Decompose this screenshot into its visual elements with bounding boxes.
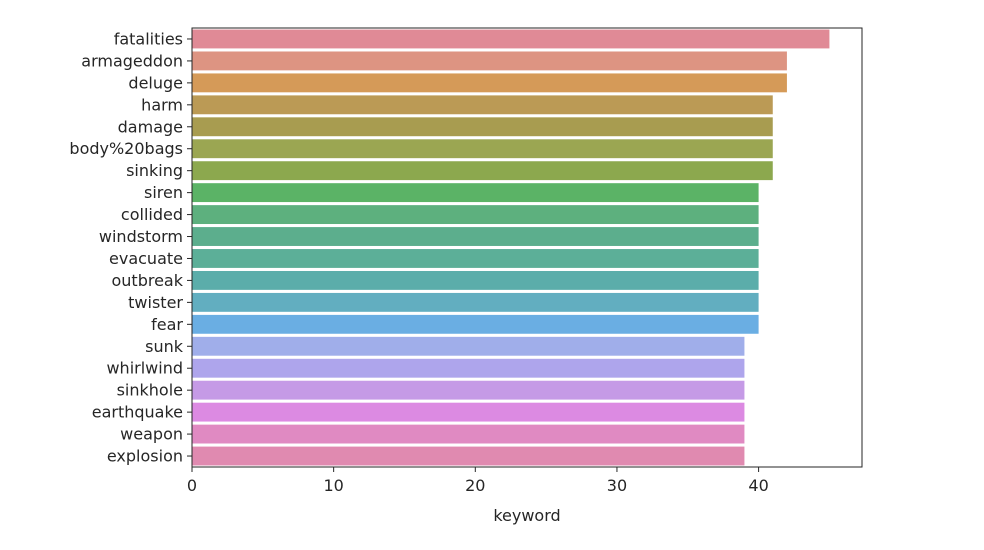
- plot-frame: [191, 27, 863, 468]
- bar-evacuate: [192, 249, 759, 268]
- bar-weapon: [192, 424, 745, 444]
- bar-twister: [192, 292, 759, 312]
- y-tick-label: sinking: [126, 161, 183, 180]
- bar-sinkhole: [192, 380, 745, 400]
- bar-deluge: [192, 73, 787, 93]
- x-axis-label: keyword: [493, 506, 560, 525]
- y-tick-label: windstorm: [99, 227, 183, 246]
- y-tick-label: sunk: [145, 337, 184, 356]
- bar-damage: [192, 117, 773, 137]
- y-tick-label: fatalities: [114, 29, 183, 48]
- bars-group: [192, 29, 830, 466]
- bar-fatalities: [192, 29, 830, 49]
- bar-explosion: [192, 446, 745, 466]
- y-tick-label: harm: [141, 95, 183, 114]
- x-tick-label: 40: [748, 476, 768, 495]
- y-tick-label: outbreak: [112, 271, 184, 290]
- y-tick-label: armageddon: [81, 51, 183, 70]
- y-tick-label: body%20bags: [69, 139, 183, 158]
- x-tick-label: 30: [607, 476, 627, 495]
- y-tick-label: earthquake: [92, 403, 183, 422]
- y-tick-label: sinkhole: [117, 381, 183, 400]
- x-tick-label: 10: [323, 476, 343, 495]
- y-tick-label: whirlwind: [106, 359, 183, 378]
- bar-fear: [192, 314, 759, 334]
- y-tick-label: deluge: [128, 73, 183, 92]
- bar-outbreak: [192, 270, 759, 290]
- y-tick-label: fear: [151, 315, 183, 334]
- bar-windstorm: [192, 227, 759, 246]
- bar-sinking: [192, 161, 773, 181]
- bar-sunk: [192, 336, 745, 356]
- bar-earthquake: [192, 402, 745, 422]
- x-tick-label: 20: [465, 476, 485, 495]
- bar-harm: [192, 95, 773, 115]
- y-tick-label: evacuate: [109, 249, 183, 268]
- y-tick-label: weapon: [120, 425, 183, 444]
- y-tick-labels: fatalities armageddon deluge harm damage body…: [69, 29, 192, 466]
- bar-siren: [192, 183, 759, 203]
- y-tick-label: siren: [144, 183, 183, 202]
- y-tick-label: explosion: [107, 447, 183, 466]
- bar-armageddon: [192, 51, 787, 71]
- y-tick-label: damage: [118, 117, 183, 136]
- bar-whirlwind: [192, 358, 745, 378]
- x-tick-label: 0: [187, 476, 197, 495]
- y-tick-label: twister: [128, 293, 183, 312]
- x-tick-labels: 0 10 20 30 40: [187, 467, 769, 495]
- y-tick-label: collided: [121, 205, 183, 224]
- bar-body-20bags: [192, 139, 773, 159]
- bar-collided: [192, 205, 759, 225]
